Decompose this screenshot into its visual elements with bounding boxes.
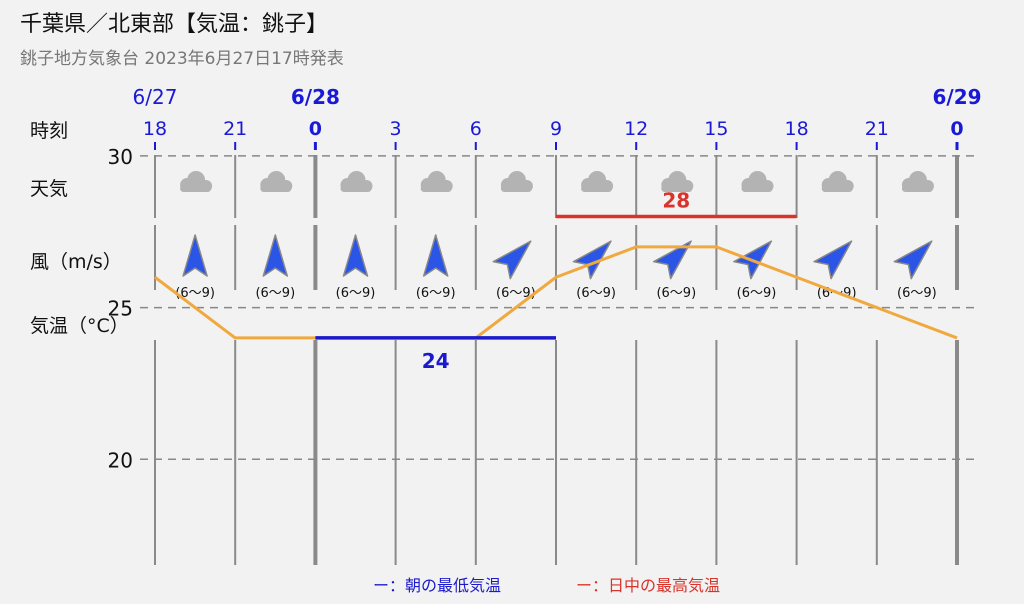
hour-label: 21 — [223, 118, 247, 140]
y-tick-label: 20 — [108, 448, 133, 472]
cloudy-icon — [901, 171, 934, 192]
hour-label: 9 — [550, 118, 562, 140]
wind-arrow-icon — [652, 240, 692, 280]
wind-speed-label: (6〜9) — [656, 286, 696, 301]
hour-label: 18 — [785, 118, 809, 140]
date-label: 6/27 — [133, 85, 178, 109]
min-temp-label: 24 — [422, 349, 450, 373]
wind-arrow-icon — [893, 240, 933, 280]
wind-arrow-icon — [422, 234, 449, 277]
wind-arrow-shape — [652, 240, 692, 280]
y-tick-label: 25 — [108, 297, 133, 321]
temperature-line — [154, 245, 958, 340]
wind-arrow-shape — [342, 234, 369, 277]
wind-speed-label: (6〜9) — [255, 286, 295, 301]
cloudy-icon — [180, 171, 213, 192]
wind-speed-label: (6〜9) — [897, 286, 937, 301]
row-label-wind: 風（m/s） — [30, 251, 122, 273]
legend-item: ー：日中の最高気温 — [576, 576, 720, 595]
cloudy-icon — [581, 171, 614, 192]
wind-arrow-icon — [813, 240, 853, 280]
wind-arrow-shape — [422, 234, 449, 277]
date-label: 6/28 — [291, 85, 340, 109]
hour-label: 21 — [865, 118, 889, 140]
hour-label: 15 — [704, 118, 728, 140]
wind-speed-label: (6〜9) — [576, 286, 616, 301]
row-label-weather: 天気 — [30, 178, 68, 200]
date-label: 6/29 — [932, 85, 981, 109]
hour-label: 12 — [624, 118, 648, 140]
page-title: 千葉県／北東部【気温：銚子】 — [20, 12, 329, 37]
hour-label: 18 — [143, 118, 167, 140]
legend-item: ー：朝の最低気温 — [373, 576, 501, 595]
y-tick-label: 30 — [108, 145, 133, 169]
hour-label: 0 — [950, 118, 963, 140]
hour-label: 0 — [309, 118, 322, 140]
wind-arrow-icon — [262, 234, 289, 277]
cloudy-icon — [741, 171, 774, 192]
max-temp-label: 28 — [662, 189, 690, 213]
wind-speed-label: (6〜9) — [336, 286, 376, 301]
wind-arrow-shape — [492, 240, 532, 280]
cloudy-icon — [420, 171, 453, 192]
wind-speed-label: (6〜9) — [496, 286, 536, 301]
wind-speed-label: (6〜9) — [737, 286, 777, 301]
wind-speed-label: (6〜9) — [175, 286, 215, 301]
wind-arrow-shape — [893, 240, 933, 280]
cloudy-icon — [260, 171, 293, 192]
hour-label: 6 — [470, 118, 482, 140]
wind-arrow-shape — [262, 234, 289, 277]
cloudy-icon — [340, 171, 373, 192]
cloudy-icon — [500, 171, 533, 192]
wind-speed-label: (6〜9) — [416, 286, 456, 301]
cloudy-icon — [821, 171, 854, 192]
wind-arrow-icon — [342, 234, 369, 277]
wind-arrow-icon — [492, 240, 532, 280]
hour-label: 3 — [390, 118, 402, 140]
page-subtitle: 銚子地方気象台 2023年6月27日17時発表 — [20, 49, 344, 69]
row-label-time: 時刻 — [30, 120, 68, 142]
wind-arrow-icon — [182, 234, 208, 277]
wind-arrow-shape — [813, 240, 853, 280]
row-label-temp: 気温（°C） — [30, 315, 129, 337]
wind-arrow-shape — [182, 234, 208, 277]
